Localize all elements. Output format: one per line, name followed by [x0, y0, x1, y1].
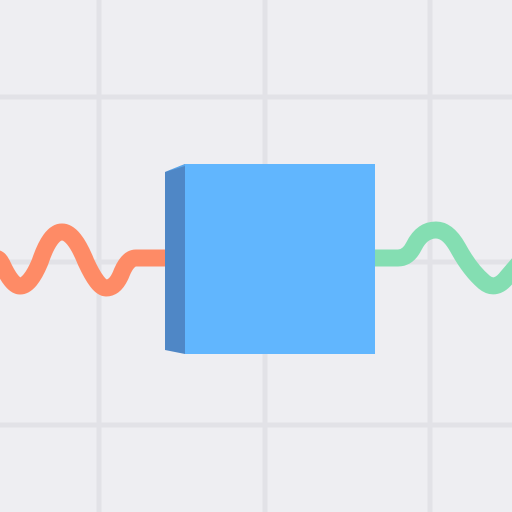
block-side-face	[165, 164, 185, 354]
left-spring[interactable]	[0, 223, 184, 297]
block-front-face	[185, 164, 375, 354]
right-spring[interactable]	[361, 221, 512, 295]
block[interactable]	[165, 164, 375, 354]
